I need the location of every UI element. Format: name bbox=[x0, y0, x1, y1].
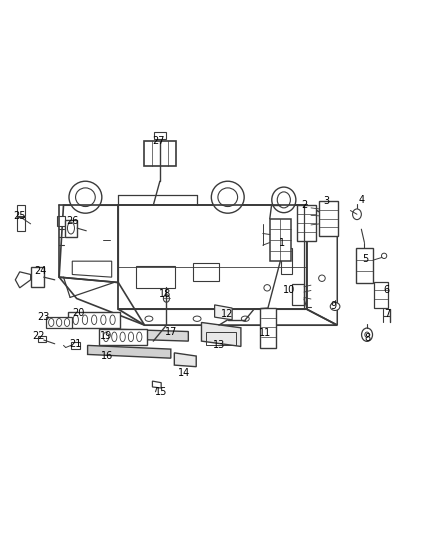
Polygon shape bbox=[105, 329, 188, 341]
Bar bbox=[57, 216, 65, 226]
Bar bbox=[319, 201, 338, 236]
Polygon shape bbox=[88, 345, 171, 358]
Text: 15: 15 bbox=[155, 387, 167, 397]
Text: 18: 18 bbox=[159, 289, 172, 299]
Ellipse shape bbox=[57, 318, 62, 326]
Text: 16: 16 bbox=[101, 351, 113, 361]
Text: 2: 2 bbox=[301, 200, 307, 210]
Ellipse shape bbox=[137, 332, 142, 342]
Bar bbox=[193, 262, 219, 281]
Bar bbox=[356, 248, 373, 282]
Text: 12: 12 bbox=[221, 310, 233, 319]
Text: 27: 27 bbox=[152, 136, 165, 146]
Bar bbox=[144, 141, 176, 166]
Bar bbox=[260, 308, 276, 348]
Ellipse shape bbox=[101, 315, 106, 325]
Ellipse shape bbox=[49, 318, 54, 326]
Bar bbox=[297, 205, 316, 241]
Ellipse shape bbox=[211, 181, 244, 213]
Polygon shape bbox=[201, 322, 241, 346]
Ellipse shape bbox=[277, 192, 290, 208]
Text: 26: 26 bbox=[66, 216, 78, 226]
Text: 7: 7 bbox=[385, 310, 391, 319]
Text: 11: 11 bbox=[259, 328, 271, 338]
Text: 20: 20 bbox=[72, 308, 84, 318]
Ellipse shape bbox=[67, 222, 74, 234]
Polygon shape bbox=[152, 381, 161, 388]
Ellipse shape bbox=[145, 316, 153, 321]
Bar bbox=[17, 205, 25, 216]
Bar bbox=[31, 267, 44, 287]
Bar bbox=[65, 220, 77, 237]
Bar bbox=[374, 282, 388, 308]
Ellipse shape bbox=[193, 316, 201, 321]
Polygon shape bbox=[215, 305, 232, 320]
Text: 4: 4 bbox=[358, 195, 364, 205]
Ellipse shape bbox=[73, 315, 78, 325]
Bar bbox=[38, 336, 46, 342]
Ellipse shape bbox=[264, 285, 271, 291]
Ellipse shape bbox=[110, 315, 115, 325]
Ellipse shape bbox=[365, 332, 369, 337]
Text: 9: 9 bbox=[331, 302, 337, 311]
Text: 19: 19 bbox=[100, 331, 113, 341]
Ellipse shape bbox=[69, 181, 102, 213]
Ellipse shape bbox=[163, 295, 170, 302]
Text: 23: 23 bbox=[38, 312, 50, 322]
Text: 1: 1 bbox=[279, 238, 286, 247]
Text: 8: 8 bbox=[365, 334, 371, 343]
Bar bbox=[17, 217, 25, 230]
Text: 24: 24 bbox=[34, 266, 46, 276]
Bar bbox=[71, 342, 80, 349]
Bar bbox=[154, 132, 166, 139]
Text: 10: 10 bbox=[283, 286, 295, 295]
Ellipse shape bbox=[112, 332, 117, 342]
Text: 6: 6 bbox=[383, 286, 389, 295]
Ellipse shape bbox=[103, 332, 109, 342]
Ellipse shape bbox=[82, 315, 88, 325]
Ellipse shape bbox=[92, 315, 97, 325]
Text: 5: 5 bbox=[363, 254, 369, 263]
Ellipse shape bbox=[64, 318, 70, 326]
Ellipse shape bbox=[75, 188, 95, 206]
Ellipse shape bbox=[361, 328, 372, 341]
Text: 22: 22 bbox=[32, 331, 45, 341]
Bar bbox=[281, 248, 292, 274]
Bar bbox=[136, 266, 175, 288]
Ellipse shape bbox=[128, 332, 134, 342]
Ellipse shape bbox=[218, 188, 237, 206]
Ellipse shape bbox=[120, 332, 125, 342]
Text: 14: 14 bbox=[178, 368, 190, 378]
Bar bbox=[206, 332, 236, 345]
Text: 13: 13 bbox=[213, 341, 225, 350]
Text: 25: 25 bbox=[13, 211, 25, 221]
Ellipse shape bbox=[353, 209, 361, 220]
Text: 17: 17 bbox=[165, 327, 177, 336]
Text: 21: 21 bbox=[70, 339, 82, 349]
Ellipse shape bbox=[272, 187, 296, 213]
Ellipse shape bbox=[381, 253, 387, 259]
Ellipse shape bbox=[330, 302, 340, 310]
Bar bbox=[270, 219, 291, 261]
Polygon shape bbox=[174, 353, 196, 367]
Ellipse shape bbox=[318, 275, 325, 281]
Ellipse shape bbox=[241, 316, 249, 321]
Bar bbox=[99, 329, 147, 345]
Polygon shape bbox=[15, 272, 31, 288]
Bar bbox=[68, 312, 120, 328]
Bar bbox=[292, 284, 304, 305]
Text: 3: 3 bbox=[323, 197, 329, 206]
Bar bbox=[46, 317, 72, 328]
